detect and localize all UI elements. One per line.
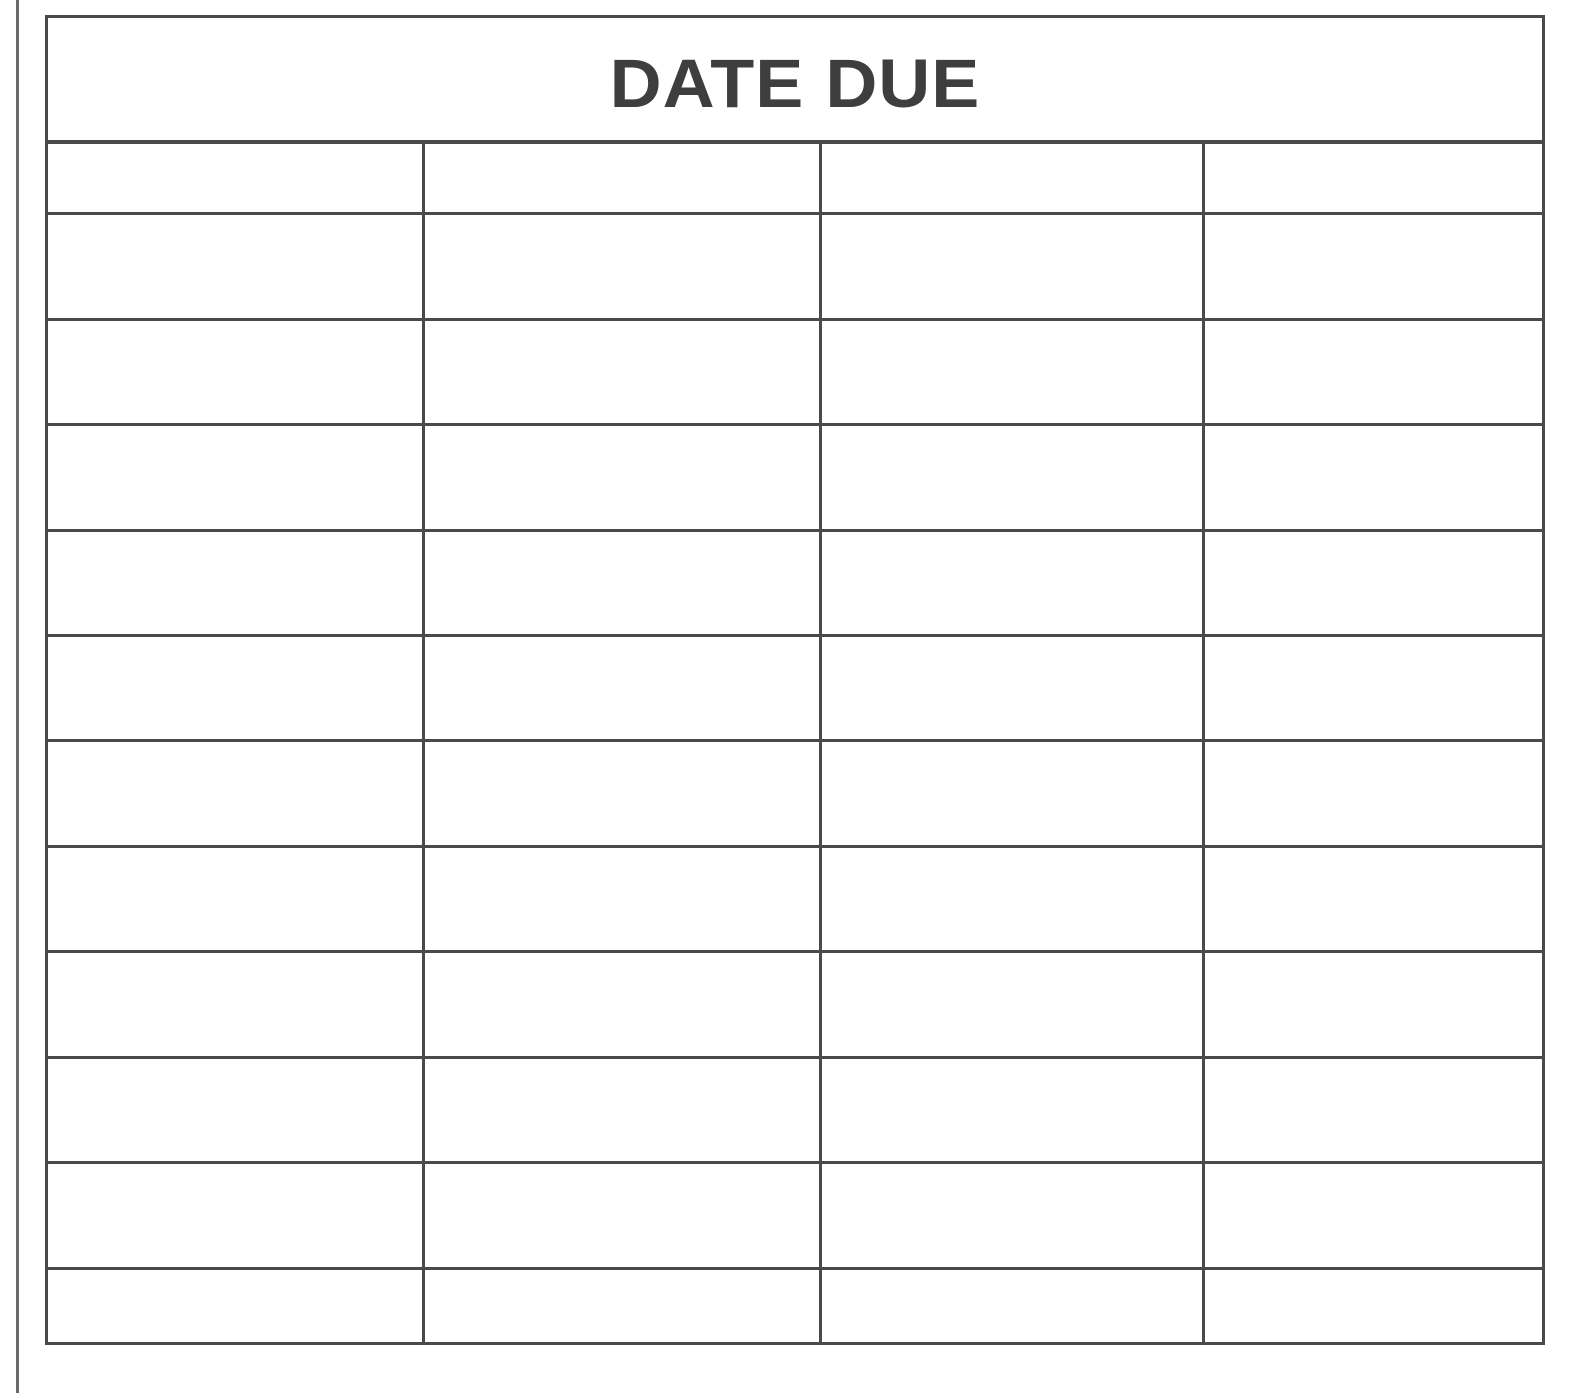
date-cell bbox=[819, 739, 1205, 848]
date-cell bbox=[819, 1055, 1205, 1165]
date-cell bbox=[1202, 317, 1542, 427]
grid-row bbox=[48, 1055, 1542, 1165]
date-cell bbox=[819, 1161, 1205, 1270]
date-cell bbox=[48, 950, 425, 1059]
grid-row bbox=[48, 528, 1542, 638]
date-cell bbox=[48, 212, 425, 321]
grid-row bbox=[48, 317, 1542, 427]
date-cell bbox=[48, 1055, 425, 1165]
date-cell bbox=[48, 844, 425, 954]
date-cell bbox=[819, 212, 1205, 321]
date-cell bbox=[422, 212, 822, 321]
grid-row bbox=[48, 423, 1542, 532]
grid-row bbox=[48, 140, 1542, 216]
grid-row bbox=[48, 634, 1542, 743]
date-cell bbox=[819, 1266, 1205, 1342]
date-cell bbox=[1202, 212, 1542, 321]
date-cell bbox=[1202, 423, 1542, 532]
date-cell bbox=[819, 950, 1205, 1059]
date-cell bbox=[819, 528, 1205, 638]
date-cell bbox=[819, 140, 1205, 216]
date-cell bbox=[422, 1055, 822, 1165]
date-cell bbox=[422, 140, 822, 216]
date-cell bbox=[48, 1266, 425, 1342]
date-cell bbox=[819, 634, 1205, 743]
date-cell bbox=[819, 423, 1205, 532]
page-edge-line bbox=[16, 0, 19, 1393]
date-cell bbox=[48, 140, 425, 216]
date-cell bbox=[422, 423, 822, 532]
date-cell bbox=[422, 950, 822, 1059]
grid-row bbox=[48, 1266, 1542, 1342]
grid-row bbox=[48, 844, 1542, 954]
date-cell bbox=[422, 1161, 822, 1270]
date-cell bbox=[819, 317, 1205, 427]
grid-row bbox=[48, 739, 1542, 848]
date-cell bbox=[1202, 1161, 1542, 1270]
date-cell bbox=[422, 528, 822, 638]
card-header: DATE DUE bbox=[48, 18, 1542, 144]
date-cell bbox=[48, 317, 425, 427]
date-cell bbox=[48, 423, 425, 532]
date-cell bbox=[48, 528, 425, 638]
date-cell bbox=[1202, 950, 1542, 1059]
date-cell bbox=[48, 739, 425, 848]
date-cell bbox=[1202, 739, 1542, 848]
date-cell bbox=[422, 844, 822, 954]
grid-row bbox=[48, 1161, 1542, 1270]
date-cell bbox=[1202, 528, 1542, 638]
date-cell bbox=[422, 739, 822, 848]
date-due-grid bbox=[48, 140, 1542, 1342]
date-cell bbox=[1202, 1266, 1542, 1342]
date-cell bbox=[422, 634, 822, 743]
date-cell bbox=[422, 1266, 822, 1342]
date-cell bbox=[48, 634, 425, 743]
date-cell bbox=[1202, 844, 1542, 954]
card-title: DATE DUE bbox=[609, 46, 981, 122]
date-cell bbox=[48, 1161, 425, 1270]
grid-row bbox=[48, 950, 1542, 1059]
grid-row bbox=[48, 212, 1542, 321]
date-cell bbox=[1202, 634, 1542, 743]
date-cell bbox=[819, 844, 1205, 954]
date-cell bbox=[1202, 1055, 1542, 1165]
date-cell bbox=[422, 317, 822, 427]
date-due-card: DATE DUE bbox=[45, 15, 1545, 1345]
date-cell bbox=[1202, 140, 1542, 216]
